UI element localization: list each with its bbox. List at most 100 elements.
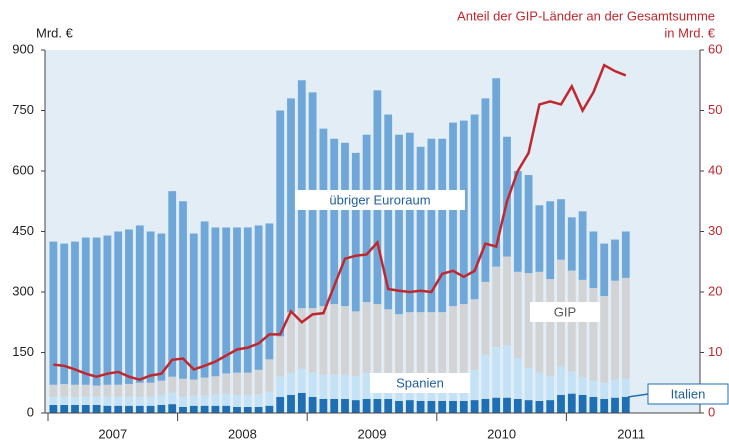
bar-segment — [611, 379, 619, 398]
y-tick-label: 150 — [12, 344, 34, 359]
bar-segment — [157, 404, 166, 413]
y-axis-label: Mrd. € — [36, 25, 74, 40]
bar-segment — [211, 394, 220, 406]
bar-segment — [60, 396, 69, 405]
bar-segment — [135, 382, 144, 397]
bar-segment — [287, 372, 295, 395]
bar-segment — [60, 243, 69, 384]
y2-tick-label: 50 — [708, 102, 722, 117]
y2-axis-label: in Mrd. € — [664, 25, 715, 40]
bar-segment — [503, 136, 511, 257]
bar-segment — [535, 205, 544, 272]
bar-segment — [81, 237, 90, 385]
bar-segment — [470, 369, 479, 401]
bar-segment — [81, 384, 90, 397]
bar-segment — [265, 391, 274, 406]
bar-segment — [168, 191, 177, 377]
bar-segment — [362, 372, 371, 399]
x-tick-label: 2007 — [98, 426, 127, 441]
line-series — [53, 63, 627, 382]
bar-segment — [492, 266, 501, 348]
bar-segment — [287, 98, 295, 313]
bar-segment — [330, 304, 339, 375]
series-label: GIP — [554, 304, 576, 319]
bar-segment — [222, 227, 231, 374]
bar-segment — [200, 221, 209, 378]
bar-segment — [567, 393, 576, 413]
y2-tick-label: 0 — [708, 404, 715, 419]
bar-segment — [405, 400, 414, 413]
y2-tick-label: 10 — [708, 344, 722, 359]
bar-segment — [351, 375, 360, 401]
bar-segment — [546, 400, 555, 413]
bar-segment — [103, 384, 112, 397]
bar-segment — [222, 373, 231, 394]
series-label: übriger Euroraum — [329, 192, 430, 207]
bar-segment — [481, 281, 490, 355]
bar-segment — [287, 312, 295, 373]
x-tick-label: 2011 — [617, 426, 645, 441]
bar-segment — [330, 138, 339, 305]
bar-segment — [243, 406, 252, 413]
y2-tick-label: 20 — [708, 283, 722, 298]
bar-segment — [179, 378, 187, 397]
bar-segment — [189, 379, 198, 396]
bar-segment — [546, 375, 555, 401]
bar-segment — [449, 400, 457, 413]
bar-segment — [341, 398, 349, 413]
bar-segment — [384, 309, 393, 374]
bar-segment — [405, 132, 414, 313]
bar-segment — [513, 171, 522, 272]
bar-segment — [621, 231, 630, 278]
bar-segment — [49, 241, 58, 385]
bar-segment — [557, 394, 565, 413]
bar-segment — [578, 279, 587, 377]
bar-segment — [254, 406, 263, 413]
bar-segment — [200, 377, 209, 396]
bar-segment — [459, 304, 468, 373]
bar-segment — [341, 142, 349, 307]
bar-segment — [449, 306, 457, 375]
bar-segment — [621, 277, 630, 379]
bar-segment — [211, 227, 220, 377]
bar-segment — [330, 374, 339, 399]
bar-segment — [125, 396, 133, 406]
bar-segment — [222, 405, 231, 413]
y2-tick-label: 60 — [708, 41, 722, 56]
y-tick-label: 0 — [27, 404, 34, 419]
bar-segment — [146, 396, 155, 406]
bar-segment — [276, 110, 285, 337]
bar-segment — [81, 396, 90, 405]
bar-segment — [233, 372, 241, 395]
bar-segment — [384, 398, 393, 413]
bar-segment — [416, 146, 425, 313]
bar-segment — [146, 405, 155, 413]
bar-segment — [600, 296, 609, 383]
bar-segment — [179, 201, 187, 379]
bar-segment — [578, 376, 587, 395]
bar-segment — [330, 398, 339, 413]
bar-segment — [189, 405, 198, 413]
bar-segment — [222, 393, 231, 406]
bar-segment — [578, 211, 587, 280]
bar-segment — [459, 400, 468, 413]
bar-segment — [589, 231, 598, 288]
bar-segment — [243, 227, 252, 373]
bar-segment — [621, 378, 630, 397]
bar-segment — [459, 120, 468, 305]
bar-segment — [600, 243, 609, 297]
bar-segment — [92, 396, 101, 405]
bar-segment — [189, 233, 198, 380]
bar-segment — [125, 229, 133, 384]
bar-segment — [513, 271, 522, 359]
bar-segment — [481, 354, 490, 399]
bar-segment — [211, 376, 220, 395]
y2-tick-label: 40 — [708, 162, 722, 177]
bar-segment — [535, 372, 544, 401]
bar-segment — [200, 395, 209, 406]
bar-segment — [157, 394, 166, 405]
bar-segment — [168, 376, 177, 393]
bar-segment — [449, 122, 457, 307]
bar-segment — [308, 372, 317, 397]
bar-segment — [481, 98, 490, 282]
